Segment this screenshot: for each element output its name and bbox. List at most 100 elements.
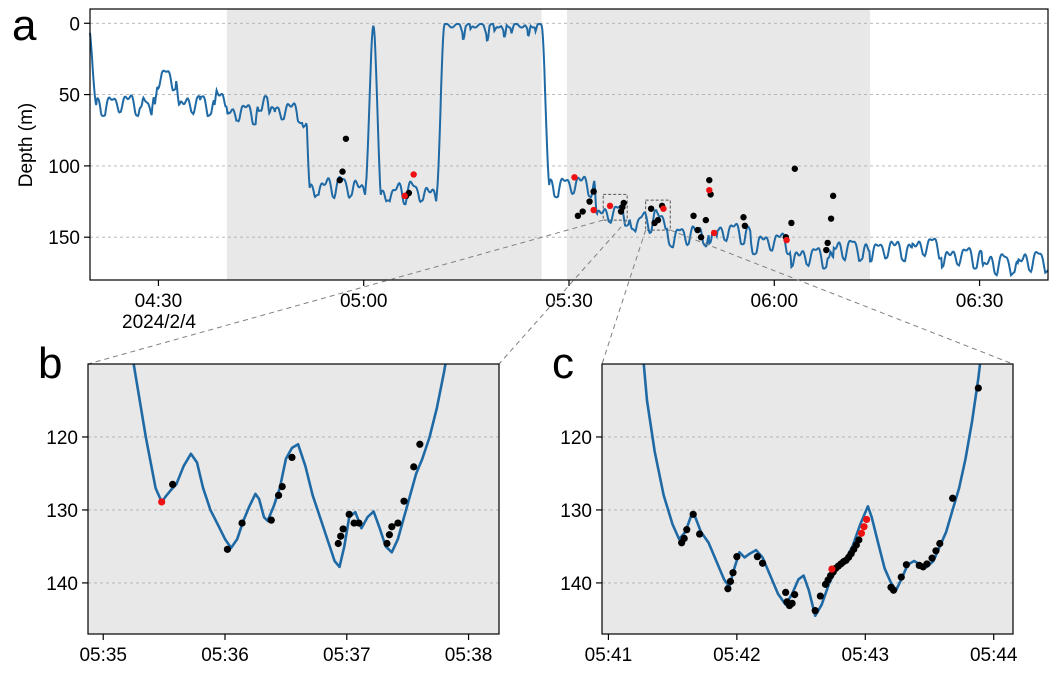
panel-a-point (788, 219, 795, 227)
panel-a-point (791, 165, 799, 172)
panel-label-c: c (552, 339, 574, 388)
panel-label-b: b (38, 339, 62, 388)
zoom-connectors (87, 219, 1014, 365)
panel-a-point-red (606, 202, 614, 210)
panel-b-ytick-label: 130 (46, 501, 78, 522)
panel-c-point (855, 536, 863, 544)
panel-b-point (267, 516, 275, 524)
panel-a-point (654, 216, 662, 224)
panel-c-point (729, 569, 737, 577)
panel-a-point (824, 239, 831, 247)
panel-b-frame (87, 363, 500, 635)
panel-a-point (579, 208, 586, 215)
panel-b-point (410, 463, 418, 471)
panel-c-xtick-label: 05:44 (970, 645, 1018, 666)
panel-c-point-red (828, 565, 836, 573)
panel-b-point (223, 545, 232, 553)
panel-c-point (923, 560, 931, 568)
panel-c-point (936, 539, 944, 548)
shaded-interval (226, 9, 542, 280)
panel-a-point (590, 188, 597, 195)
panel-b-point (334, 539, 342, 548)
panel-c-xtick-label: 05:43 (842, 645, 890, 666)
panel-a-point (702, 216, 710, 224)
panel-c-point (811, 607, 819, 615)
panel-c-point (733, 553, 741, 561)
panel-b: b 120 130 140 05:35 05:36 05:37 05:38 (38, 339, 500, 666)
panel-b-point (345, 510, 353, 518)
panel-a-ytick-label: 150 (48, 228, 80, 249)
panel-b-ytick-label: 120 (46, 428, 78, 449)
panel-c-point (791, 590, 799, 599)
panel-c-point (902, 561, 910, 569)
zoom-connector-line (670, 229, 1014, 365)
panel-c-point (726, 577, 735, 586)
panel-a-depth-line (89, 23, 1049, 278)
shaded-interval (566, 9, 871, 280)
panel-a-point (823, 246, 830, 254)
panel-c-point (689, 510, 697, 518)
panel-c-frame (601, 363, 1014, 635)
panel-c-point (949, 494, 957, 502)
panel-a-point-red (710, 229, 718, 237)
panel-c-point-red (862, 515, 871, 524)
panel-b-point (339, 525, 347, 533)
panel-a-point (342, 135, 350, 142)
panel-a-point (647, 205, 655, 212)
panel-a-point-red (783, 236, 790, 244)
panel-a-xtick-label: 04:30 (135, 291, 183, 312)
panel-a-point (339, 168, 346, 175)
panel-c-ytick-label: 140 (560, 574, 592, 595)
panel-a-point-red (571, 174, 578, 181)
panel-b-point (169, 480, 177, 489)
panel-a-point (336, 176, 343, 184)
panel-c-point (683, 526, 691, 534)
panel-b-point (337, 532, 345, 540)
panel-a-xtick-label: 05:30 (545, 291, 593, 312)
panel-a-point-red (660, 205, 667, 212)
panel-b-ytick-label: 140 (46, 574, 78, 595)
panel-c-ytick-label: 130 (560, 501, 592, 522)
panel-c-point (928, 554, 936, 562)
panel-a-point (690, 212, 697, 220)
panel-a-xtick-label: 06:00 (751, 291, 799, 312)
panel-a-point (620, 199, 627, 207)
panel-b-depth-line (132, 364, 447, 569)
panel-a-point (697, 234, 705, 241)
panel-b-point (355, 519, 363, 527)
panel-b-point (385, 531, 393, 539)
panel-a-xtick-label: 05:00 (340, 291, 388, 312)
panel-c-point (932, 547, 940, 555)
panel-a-ytick-label: 50 (59, 86, 80, 107)
panel-b-xtick-label: 05:38 (445, 645, 493, 666)
panel-b-point (238, 519, 246, 527)
panel-a-ytick-label: 100 (48, 157, 80, 178)
panel-b-background (88, 364, 499, 634)
panel-a-point-red (706, 186, 713, 194)
panel-a-point (586, 198, 593, 205)
panel-c-point (788, 599, 796, 607)
panel-b-point-red (158, 498, 166, 506)
panel-b-point (416, 440, 424, 448)
y-axis-label: Depth (m) (16, 103, 37, 187)
panel-c-xtick-label: 05:41 (585, 645, 633, 666)
panel-c-point (680, 534, 688, 543)
panel-b-point (400, 497, 408, 505)
panel-a-ytick-label: 0 (69, 14, 80, 35)
panel-c-point (758, 559, 767, 567)
panel-a-point (741, 222, 749, 229)
zoom-connector-line (601, 229, 647, 365)
panel-a-point (694, 226, 701, 234)
panel-a-point (574, 212, 582, 220)
panel-b-point (274, 491, 283, 499)
panel-c-point (889, 586, 898, 594)
panel-c-point-red (857, 529, 866, 537)
panel-b-point (388, 523, 396, 531)
panel-c: c 120 130 140 05:41 05:42 05:43 05:44 (552, 339, 1018, 666)
panel-c-point (974, 384, 982, 392)
panel-c-xtick-label: 05:42 (713, 645, 761, 666)
panel-a-point (706, 176, 713, 184)
panel-a: 0 50 100 150 04:30 05:00 05:30 06:00 06:30 Depth… (12, 1, 1049, 333)
panel-a-point (827, 215, 835, 222)
